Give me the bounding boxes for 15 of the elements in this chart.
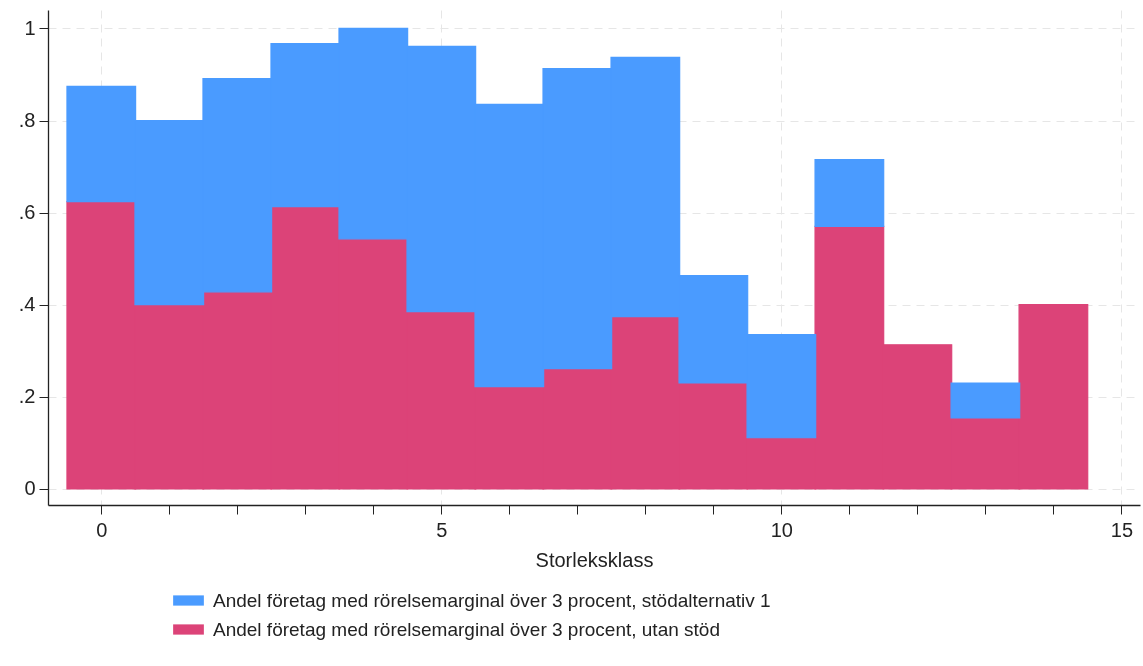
- y-tick-label: .8: [18, 109, 36, 132]
- legend-label: Andel företag med rörelsemarginal över 3 procent, stödalternativ 1: [213, 589, 771, 611]
- x-tick-label: 0: [96, 518, 108, 541]
- y-tick-label: .6: [18, 201, 36, 224]
- y-tick-label: .4: [18, 293, 36, 316]
- x-axis-title: Storleksklass: [535, 548, 654, 571]
- x-tick-label: 5: [436, 518, 448, 541]
- y-tick-label: .2: [18, 385, 36, 408]
- y-tick-label: 1: [24, 16, 36, 39]
- bar: [950, 382, 1021, 419]
- x-tick-label: 15: [1110, 518, 1134, 541]
- x-tick-label: 10: [770, 518, 793, 541]
- y-tick-label: 0: [24, 477, 36, 500]
- bar: [814, 159, 885, 228]
- legend-label: Andel företag med rörelsemarginal över 3 procent, utan stöd: [213, 618, 720, 640]
